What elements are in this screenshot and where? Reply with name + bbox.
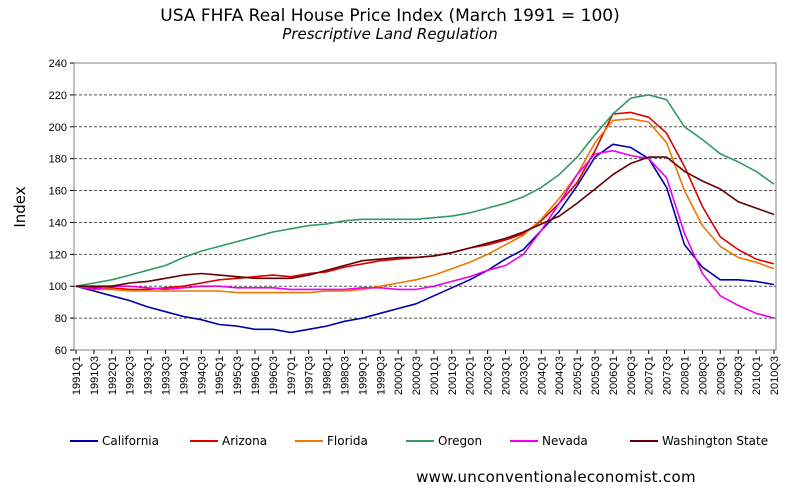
x-tick-label: 2009Q1 <box>715 356 727 395</box>
x-tick-label: 1998Q1 <box>322 356 334 395</box>
x-tick-label: 2007Q1 <box>644 356 656 395</box>
legend-label-nevada: Nevada <box>542 434 588 448</box>
y-tick-label: 220 <box>49 90 67 102</box>
x-tick-label: 1996Q3 <box>268 356 280 395</box>
x-tick-label: 2003Q3 <box>518 356 530 395</box>
x-tick-label: 2004Q3 <box>554 356 566 395</box>
x-tick-label: 2007Q3 <box>662 356 674 395</box>
x-tick-label: 2000Q3 <box>411 356 423 395</box>
x-tick-label: 2000Q1 <box>393 356 405 395</box>
y-tick-label: 140 <box>49 217 67 229</box>
plot-area <box>73 62 777 351</box>
series-lines <box>75 94 775 334</box>
x-tick-label: 1991Q3 <box>89 356 101 395</box>
y-tick-label: 200 <box>49 122 67 134</box>
series-line-nevada <box>75 149 775 319</box>
x-tick-label: 2008Q3 <box>697 356 709 395</box>
x-tick-label: 2004Q1 <box>536 356 548 395</box>
x-tick-label: 1999Q1 <box>357 356 369 395</box>
x-tick-label: 2002Q1 <box>465 356 477 395</box>
x-tick-label: 1997Q1 <box>286 356 298 395</box>
x-tick-label: 2010Q3 <box>769 356 781 395</box>
chart-subtitle: Prescriptive Land Regulation <box>282 25 497 43</box>
series-line-arizona <box>75 111 775 291</box>
y-tick-label: 180 <box>49 154 67 166</box>
x-tick-label: 1995Q3 <box>232 356 244 395</box>
x-tick-label: 2001Q3 <box>447 356 459 395</box>
series-line-oregon <box>75 94 775 287</box>
x-axis-ticks: 1991Q1 1991Q3 1992Q1 1992Q3 1993Q1 1993Q3 1994… <box>71 350 781 395</box>
legend-label-florida: Florida <box>327 434 368 448</box>
x-tick-label: 2002Q3 <box>483 356 495 395</box>
x-tick-label: 2006Q3 <box>626 356 638 395</box>
x-tick-label: 2003Q1 <box>501 356 513 395</box>
y-tick-label: 240 <box>49 58 67 70</box>
series-line-florida <box>75 118 775 294</box>
legend-label-oregon: Oregon <box>438 434 482 448</box>
x-tick-label: 1999Q3 <box>375 356 387 395</box>
x-tick-label: 1995Q1 <box>214 356 226 395</box>
x-tick-label: 1996Q1 <box>250 356 262 395</box>
website-url[interactable]: www.unconventionaleconomist.com <box>416 468 696 486</box>
x-tick-label: 1993Q1 <box>143 356 155 395</box>
chart-title: USA FHFA Real House Price Index (March 1… <box>160 6 619 26</box>
x-tick-label: 1998Q3 <box>339 356 351 395</box>
series-line-washington-state <box>76 156 775 288</box>
series-line-california <box>75 143 775 334</box>
x-tick-label: 1994Q3 <box>196 356 208 395</box>
legend-label-washington-state: Washington State <box>662 434 768 448</box>
x-tick-label: 1992Q3 <box>125 356 137 395</box>
x-tick-label: 1994Q1 <box>178 356 190 395</box>
x-tick-label: 2005Q1 <box>572 356 584 395</box>
y-axis-ticks: 60 80 100 120 140 160 180 200 220 240 <box>49 58 74 357</box>
y-tick-label: 60 <box>55 345 67 357</box>
gridlines <box>74 94 776 319</box>
y-tick-label: 120 <box>49 249 67 261</box>
x-tick-label: 2005Q3 <box>590 356 602 395</box>
x-tick-label: 2008Q1 <box>680 356 692 395</box>
x-tick-label: 1991Q1 <box>71 356 83 395</box>
x-tick-label: 2001Q1 <box>429 356 441 395</box>
y-tick-label: 160 <box>49 186 67 198</box>
x-tick-label: 1997Q3 <box>304 356 316 395</box>
legend: California Arizona Florida Oregon Nevada Wash… <box>70 434 768 448</box>
legend-label-california: California <box>102 434 159 448</box>
y-axis-label: Index <box>11 186 29 227</box>
x-tick-label: 2010Q1 <box>751 356 763 395</box>
x-tick-label: 1993Q3 <box>160 356 172 395</box>
y-tick-label: 80 <box>55 313 67 325</box>
x-tick-label: 1992Q1 <box>107 356 119 395</box>
legend-label-arizona: Arizona <box>222 434 267 448</box>
x-tick-label: 2009Q3 <box>733 356 745 395</box>
x-tick-label: 2006Q1 <box>608 356 620 395</box>
y-tick-label: 100 <box>49 281 67 293</box>
